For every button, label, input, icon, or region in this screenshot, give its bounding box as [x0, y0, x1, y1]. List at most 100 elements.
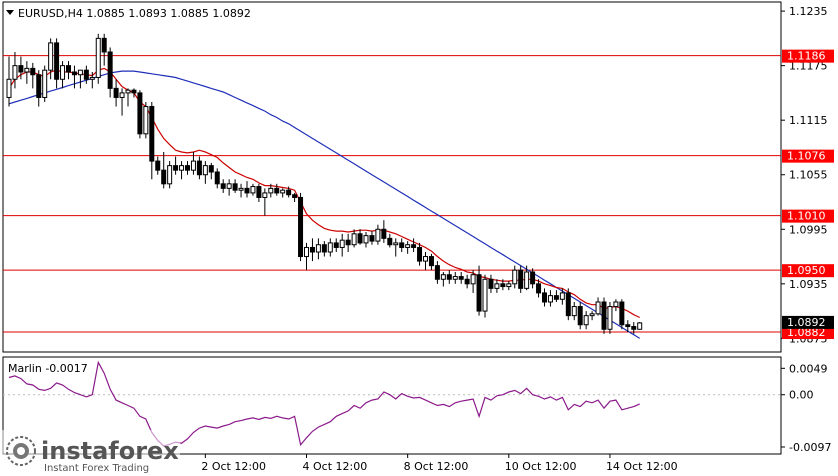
candle[interactable] — [155, 156, 161, 175]
candle[interactable] — [583, 311, 589, 330]
candle[interactable] — [601, 297, 607, 334]
candle[interactable] — [48, 38, 54, 80]
candle[interactable] — [536, 279, 542, 298]
candle[interactable] — [405, 241, 411, 254]
candle[interactable] — [339, 233, 345, 257]
candle[interactable] — [131, 88, 137, 98]
candle[interactable] — [250, 183, 256, 196]
candle[interactable] — [512, 265, 518, 289]
candle[interactable] — [553, 290, 559, 302]
candle[interactable] — [577, 302, 583, 330]
candle[interactable] — [268, 183, 274, 198]
candle[interactable] — [613, 299, 619, 312]
candle[interactable] — [375, 224, 381, 245]
candle[interactable] — [24, 61, 30, 84]
candle[interactable] — [36, 70, 42, 107]
candle[interactable] — [345, 233, 351, 252]
candle[interactable] — [292, 192, 298, 202]
candle[interactable] — [464, 274, 470, 289]
candle[interactable] — [559, 288, 565, 305]
candle[interactable] — [298, 192, 304, 262]
candle[interactable] — [327, 238, 333, 257]
candle[interactable] — [387, 233, 393, 248]
candle[interactable] — [524, 265, 530, 291]
candle[interactable] — [83, 65, 89, 84]
candle[interactable] — [595, 297, 601, 316]
candle[interactable] — [518, 265, 524, 293]
candle[interactable] — [101, 33, 107, 66]
candle[interactable] — [107, 47, 113, 98]
candle[interactable] — [262, 188, 268, 216]
candle[interactable] — [274, 183, 280, 196]
candle[interactable] — [423, 252, 428, 271]
candle[interactable] — [637, 322, 643, 330]
candle[interactable] — [607, 302, 613, 334]
candle[interactable] — [89, 72, 95, 89]
candle[interactable] — [411, 238, 417, 252]
candle[interactable] — [357, 229, 363, 245]
candle[interactable] — [547, 290, 553, 307]
candle[interactable] — [488, 274, 494, 293]
candle[interactable] — [494, 279, 500, 293]
candle[interactable] — [42, 65, 48, 102]
candle[interactable] — [321, 241, 327, 257]
candle[interactable] — [77, 69, 83, 89]
candle[interactable] — [280, 188, 286, 198]
candle[interactable] — [95, 33, 101, 84]
candle[interactable] — [452, 272, 458, 284]
candle[interactable] — [428, 253, 434, 271]
candle[interactable] — [202, 161, 208, 184]
candle[interactable] — [399, 238, 405, 252]
chart-menu-triangle-icon[interactable] — [6, 10, 14, 15]
candle[interactable] — [482, 274, 488, 318]
candle[interactable] — [232, 179, 238, 193]
candle[interactable] — [333, 238, 339, 252]
candle[interactable] — [214, 168, 220, 189]
candle[interactable] — [619, 299, 625, 330]
candle[interactable] — [196, 156, 202, 180]
candle[interactable] — [286, 186, 292, 198]
candle[interactable] — [440, 272, 446, 287]
candle[interactable] — [417, 242, 423, 266]
candle[interactable] — [54, 38, 60, 89]
candle[interactable] — [446, 270, 452, 284]
candle[interactable] — [18, 56, 24, 80]
candle[interactable] — [125, 88, 131, 107]
candle[interactable] — [12, 52, 18, 89]
candle[interactable] — [60, 61, 66, 89]
candle[interactable] — [631, 322, 637, 334]
candle[interactable] — [71, 65, 77, 89]
candle[interactable] — [208, 162, 214, 180]
candle[interactable] — [381, 220, 387, 243]
candle[interactable] — [256, 183, 262, 202]
candle[interactable] — [530, 268, 536, 289]
candle[interactable] — [315, 238, 321, 260]
candle[interactable] — [625, 320, 631, 332]
candle[interactable] — [363, 232, 369, 248]
candle[interactable] — [113, 79, 119, 107]
candle[interactable] — [309, 238, 315, 262]
candle[interactable] — [351, 229, 357, 248]
candle[interactable] — [470, 270, 476, 293]
candle[interactable] — [161, 152, 167, 189]
price-pane[interactable] — [2, 1, 782, 353]
candle[interactable] — [565, 288, 571, 321]
candle[interactable] — [220, 179, 226, 193]
candle[interactable] — [369, 231, 375, 245]
candle[interactable] — [589, 311, 595, 321]
candle[interactable] — [167, 161, 173, 189]
candle[interactable] — [173, 156, 179, 175]
candle[interactable] — [238, 183, 244, 198]
candle[interactable] — [179, 161, 185, 180]
candle[interactable] — [149, 102, 155, 180]
candle[interactable] — [571, 302, 577, 321]
candle[interactable] — [119, 88, 125, 116]
candle[interactable] — [226, 179, 232, 196]
candle[interactable] — [137, 90, 143, 139]
candle[interactable] — [393, 238, 399, 257]
candle[interactable] — [6, 56, 12, 107]
candle[interactable] — [185, 161, 190, 175]
candle[interactable] — [66, 61, 71, 80]
candle[interactable] — [190, 152, 196, 175]
candle[interactable] — [244, 181, 250, 198]
